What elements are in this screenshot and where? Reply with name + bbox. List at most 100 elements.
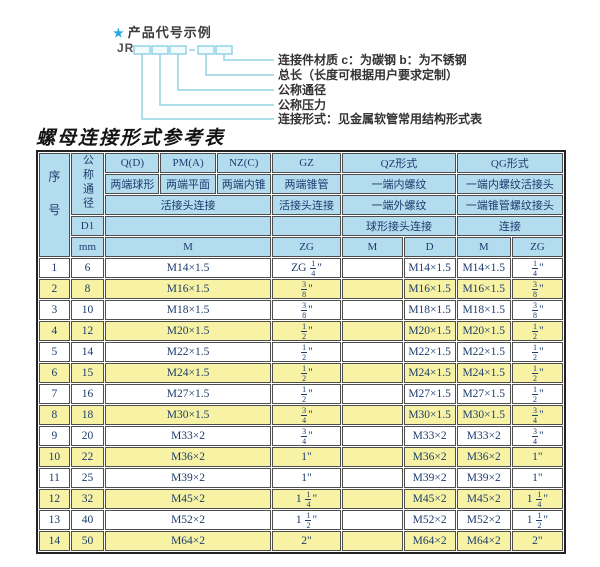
cell-qg-m: M14×1.5 (456, 258, 511, 278)
cell-qg-m: M24×1.5 (456, 363, 511, 383)
cell-qz-d: M22×1.5 (403, 342, 456, 362)
cell-m: M27×1.5 (105, 384, 271, 404)
cell-qg-m: M64×2 (456, 531, 511, 551)
code-box (151, 45, 169, 55)
connector-line (223, 54, 274, 61)
diagram-label-material: 连接件材质 c：为碳钢 b：为不锈钢 (278, 53, 467, 67)
cell-qz-d: M18×1.5 (403, 300, 456, 320)
cell-qg-zg: 2" (511, 531, 563, 551)
cell-dn: 10 (70, 300, 105, 320)
cell-qg-zg: 1 4 " (511, 258, 563, 278)
cell-qg-m: M30×1.5 (456, 405, 511, 425)
table-title: 螺母连接形式参考表 (36, 127, 226, 149)
cell-gz: 1 2 " (271, 342, 342, 362)
cell-qz-m (342, 510, 403, 530)
header-col-pm: PM(A) (160, 153, 216, 173)
header-sub-zg: ZG (271, 237, 342, 257)
connector-line (159, 54, 274, 106)
header-qz-desc2: 一端外螺纹 (342, 195, 456, 215)
cell-qz-d: M39×2 (403, 468, 456, 488)
cell-dn: 32 (70, 489, 105, 509)
cell-gz: 1 1 4 " (271, 489, 342, 509)
cell-qz-m (342, 321, 403, 341)
cell-qg-zg: 1 2 " (511, 342, 563, 362)
diagram-label-diameter: 公称通径 (278, 83, 327, 97)
cell-dn: 18 (70, 405, 105, 425)
cell-qz-d: M52×2 (403, 510, 456, 530)
cell-qg-m: M52×2 (456, 510, 511, 530)
header-sub-qz-d: D (403, 237, 456, 257)
header-qg-conn: 连接 (456, 216, 563, 236)
cell-seq: 6 (39, 363, 70, 383)
cell-qz-d: M36×2 (403, 447, 456, 467)
cell-gz: 2" (271, 531, 342, 551)
table-header: 序号 公称通径 Q(D) PM(A) NZ(C) GZ QZ形式 QG形式 两端… (39, 153, 563, 257)
cell-qz-m (342, 300, 403, 320)
header-qz-desc1: 一端内螺纹 (342, 174, 456, 194)
cell-dn: 14 (70, 342, 105, 362)
cell-qg-zg: 3 4 " (511, 426, 563, 446)
cell-dn: 8 (70, 279, 105, 299)
table-body: 1 6 M14×1.5 ZG 1 4 " M14×1.5 M14×1.5 1 4 " 2 8 M16×1.… (39, 258, 563, 551)
cell-seq: 1 (39, 258, 70, 278)
cell-qg-m: M33×2 (456, 426, 511, 446)
cell-qg-m: M39×2 (456, 468, 511, 488)
cell-qg-m: M45×2 (456, 489, 511, 509)
connector-line (177, 54, 274, 91)
header-mm: mm (70, 237, 105, 257)
cell-m: M24×1.5 (105, 363, 271, 383)
cell-m: M36×2 (105, 447, 271, 467)
table-row: 5 14 M22×1.5 1 2 " M22×1.5 M22×1.5 1 2 " (39, 342, 563, 362)
table-row: 2 8 M16×1.5 3 8 " M16×1.5 M16×1.5 3 8 " (39, 279, 563, 299)
cell-qg-zg: 3 8 " (511, 300, 563, 320)
header-sub-m: M (105, 237, 271, 257)
table-row: 4 12 M20×1.5 1 2 " M20×1.5 M20×1.5 1 2 " (39, 321, 563, 341)
cell-gz: 3 4 " (271, 426, 342, 446)
example-title: ★ 产品代号示例 (113, 22, 212, 41)
cell-qz-m (342, 405, 403, 425)
cell-qg-m: M22×1.5 (456, 342, 511, 362)
cell-m: M52×2 (105, 510, 271, 530)
header-gz-desc: 两端锥管 (271, 174, 342, 194)
table-row: 8 18 M30×1.5 3 4 " M30×1.5 M30×1.5 3 4 " (39, 405, 563, 425)
table-row: 9 20 M33×2 3 4 " M33×2 M33×2 3 4 " (39, 426, 563, 446)
cell-qz-m (342, 489, 403, 509)
cell-seq: 14 (39, 531, 70, 551)
cell-m: M14×1.5 (105, 258, 271, 278)
cell-gz: ZG 1 4 " (271, 258, 342, 278)
nut-connection-table: 序号 公称通径 Q(D) PM(A) NZ(C) GZ QZ形式 QG形式 两端… (36, 150, 566, 554)
cell-qz-d: M14×1.5 (403, 258, 456, 278)
cell-qg-m: M20×1.5 (456, 321, 511, 341)
cell-seq: 11 (39, 468, 70, 488)
header-col-q: Q(D) (105, 153, 160, 173)
header-sub-qz-m: M (342, 237, 403, 257)
diagram-label-length: 总长（长度可根据用户要求定制） (278, 68, 459, 82)
cell-gz: 1 2 " (271, 321, 342, 341)
header-col-qz: QZ形式 (342, 153, 456, 173)
cell-qg-zg: 3 8 " (511, 279, 563, 299)
cell-dn: 50 (70, 531, 105, 551)
diagram-label-pressure: 公称压力 (278, 98, 327, 112)
cell-qz-d: M24×1.5 (403, 363, 456, 383)
table-row: 12 32 M45×2 1 1 4 " M45×2 M45×2 1 1 4 " (39, 489, 563, 509)
product-code-prefix: JR (117, 41, 135, 55)
cell-qg-m: M18×1.5 (456, 300, 511, 320)
cell-qz-m (342, 468, 403, 488)
header-empty (105, 216, 271, 236)
header-qg-desc1: 一端内螺纹活接头 (456, 174, 563, 194)
cell-seq: 4 (39, 321, 70, 341)
cell-dn: 12 (70, 321, 105, 341)
cell-qg-zg: 1 1 2 " (511, 510, 563, 530)
cell-qz-m (342, 279, 403, 299)
header-nz-desc: 两端内锥 (216, 174, 271, 194)
table-row: 11 25 M39×2 1" M39×2 M39×2 1" (39, 468, 563, 488)
diagram-label-connection: 连接形式：见金属软管常用结构形式表 (278, 112, 483, 126)
cell-gz: 3 4 " (271, 405, 342, 425)
cell-qg-m: M27×1.5 (456, 384, 511, 404)
header-seq: 序号 (39, 153, 70, 257)
cell-dn: 16 (70, 384, 105, 404)
code-box (133, 45, 151, 55)
cell-m: M16×1.5 (105, 279, 271, 299)
cell-gz: 1 2 " (271, 363, 342, 383)
